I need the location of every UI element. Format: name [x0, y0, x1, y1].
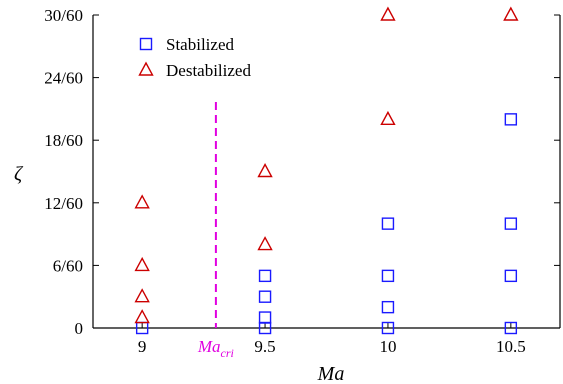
- legend-label: Stabilized: [166, 35, 234, 54]
- destabilized-point: [134, 256, 150, 272]
- critical-mach-line: Macri: [197, 102, 234, 360]
- stabilized-point: [504, 321, 518, 335]
- destabilized-point: [134, 194, 150, 209]
- y-tick-label: 30/60: [44, 6, 83, 25]
- destabilized-point: [134, 288, 150, 303]
- legend-triangle-icon: [138, 61, 154, 76]
- y-tick-label: 0: [75, 319, 84, 338]
- y-tick-label: 24/60: [44, 69, 83, 88]
- x-tick-label: 10: [379, 337, 396, 356]
- x-axis-title: Ma: [317, 363, 345, 384]
- axes: 9 9.5 10 10.5 0 6/60 12/60 18/60 24/60 30/60: [44, 6, 561, 356]
- stabilized-point: [258, 311, 272, 324]
- stabilized-point: [381, 321, 395, 335]
- x-tick-label: 10.5: [496, 337, 526, 356]
- y-tick-label: 18/60: [44, 131, 83, 150]
- x-tick-label: 9: [138, 337, 147, 356]
- stabilized-point: [258, 290, 272, 303]
- data-points: [134, 6, 519, 335]
- stabilized-point: [381, 269, 395, 283]
- destabilized-point: [380, 6, 396, 21]
- destabilized-point: [257, 163, 273, 178]
- legend-box: [126, 24, 284, 87]
- stabilized-point: [258, 269, 272, 283]
- stabilized-point: [381, 217, 395, 230]
- destabilized-point: [134, 309, 150, 324]
- stabilized-point: [504, 217, 518, 230]
- legend: Stabilized Destabilized: [126, 24, 284, 87]
- y-axis-title: ζ: [14, 163, 24, 185]
- y-tick-label: 12/60: [44, 194, 83, 213]
- stabilized-point: [504, 269, 518, 283]
- destabilized-point: [380, 110, 396, 126]
- critical-line-label: Macri: [197, 337, 234, 360]
- legend-square-icon: [139, 37, 153, 51]
- y-tick-label: 6/60: [53, 256, 83, 275]
- stabilized-point: [504, 113, 518, 126]
- destabilized-point: [257, 236, 273, 251]
- x-tick-label: 9.5: [254, 337, 275, 356]
- stabilized-point: [381, 300, 395, 314]
- destabilized-point: [503, 6, 519, 21]
- legend-label: Destabilized: [166, 61, 251, 80]
